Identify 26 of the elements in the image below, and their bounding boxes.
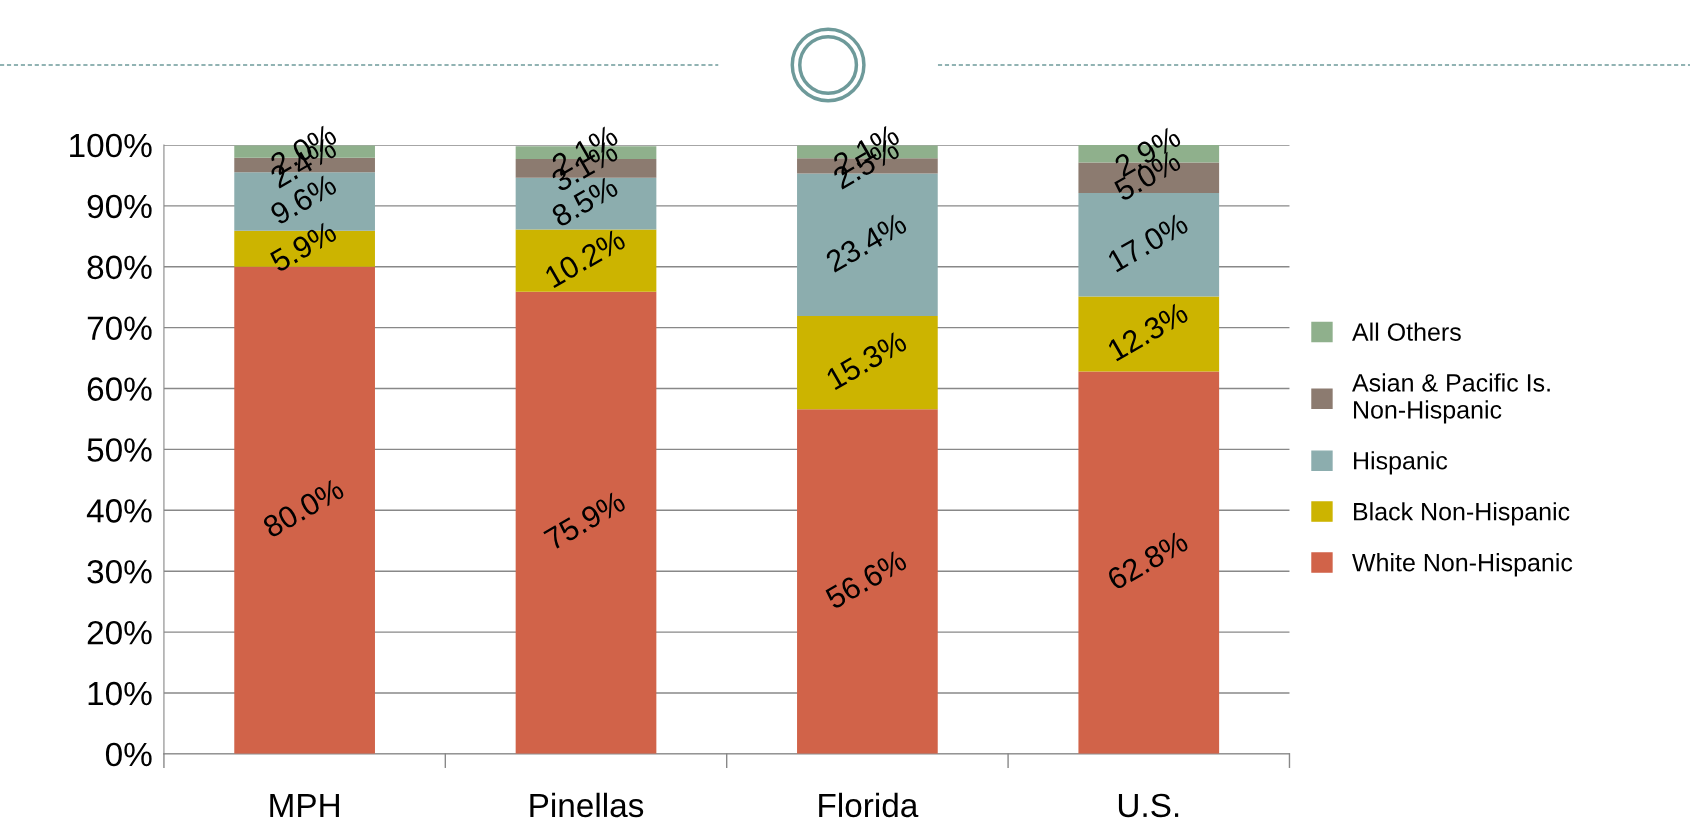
y-tick-label: 0% [105, 742, 152, 767]
legend-label: All Others [1352, 322, 1461, 341]
y-tick-label: 70% [87, 316, 152, 341]
x-tick-label: MPH [270, 793, 339, 817]
bar [515, 229, 657, 292]
y-tick-label: 50% [87, 438, 152, 462]
y-tick-label: 30% [87, 559, 152, 584]
y-tick-label: 60% [87, 377, 152, 401]
bar [515, 291, 657, 754]
y-tick-label: 100% [70, 133, 152, 158]
legend-label: Black Non-Hispanic [1354, 502, 1570, 526]
y-tick-label: 80% [87, 255, 152, 280]
x-tick-label: U.S. [1118, 793, 1179, 818]
y-tick-label: 20% [87, 620, 152, 645]
bar [797, 409, 938, 754]
x-tick-label: Florida [819, 792, 919, 818]
legend-label: Asian & Pacific Is. Non-Hispanic [1352, 373, 1550, 424]
y-tick-label: 90% [87, 194, 152, 219]
x-tick-label: Pinellas [530, 792, 644, 818]
y-tick-label: 40% [86, 499, 152, 523]
bar [797, 316, 938, 410]
y-tick-label: 10% [88, 681, 152, 706]
bar [1078, 296, 1220, 372]
legend-label: White Non-Hispanic [1352, 553, 1573, 577]
bar [1078, 371, 1220, 754]
legend-label: Hispanic [1354, 451, 1448, 475]
